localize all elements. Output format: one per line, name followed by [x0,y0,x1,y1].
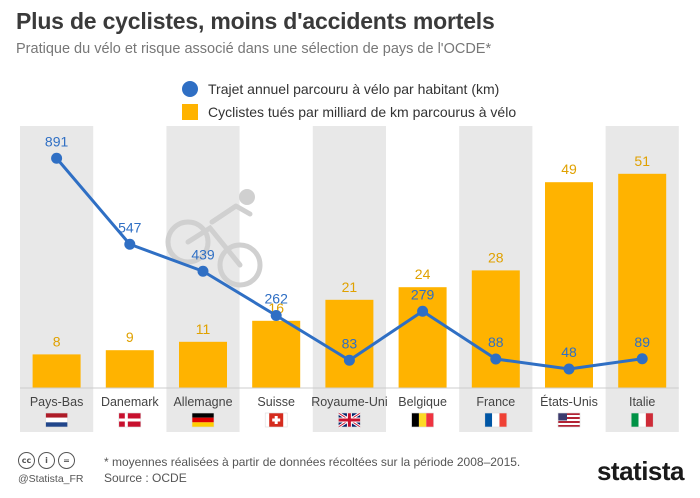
category-label: Danemark [101,395,159,409]
switzerland-flag-icon [264,412,288,428]
bar [398,287,447,388]
category-label: Allemagne [173,395,232,409]
chart-subtitle: Pratique du vélo et risque associé dans … [16,41,492,57]
author-handle: @Statista_FR [18,473,84,485]
methodology-note: * moyennes réalisées à partir de données… [104,455,521,469]
line-point [197,265,209,277]
attribution-icon: i [38,452,55,469]
bar [471,270,520,388]
bar [545,182,593,388]
cc-icon: cc [18,452,35,469]
line-value-label: 83 [342,335,358,351]
legend-line-label: Trajet annuel parcouru à vélo par habita… [208,81,500,97]
line-point [270,310,282,321]
bicycle-icon [165,189,263,288]
belgium-flag-icon [411,412,434,428]
category-label: États-Unis [540,394,598,409]
legend-dot-icon [182,81,198,97]
italy-flag-icon [630,412,654,428]
bar-value-label: 49 [561,161,577,177]
category-label: Suisse [257,395,295,409]
line-point [417,305,429,317]
bar-value-label: 11 [196,321,211,337]
bar [252,320,301,388]
footer-note: * moyennes réalisées à partir de données… [104,454,520,486]
statista-logo: statista [596,456,685,486]
line-value-label: 547 [118,219,142,235]
usa-flag-icon [557,412,581,428]
line-value-label: 48 [561,344,577,360]
legend-item-line: Trajet annuel parcouru à vélo par habita… [182,78,516,100]
bar [325,299,374,388]
line-value-label: 262 [265,291,289,307]
bar-value-label: 51 [634,153,650,169]
bar [618,173,667,388]
france-flag-icon [484,412,508,428]
bar-value-label: 9 [126,329,134,345]
line-value-label: 439 [191,246,215,262]
bar [179,341,227,388]
legend-square-icon [182,104,198,120]
bar [105,350,154,388]
category-label: Italie [629,395,655,409]
line-point [563,363,575,375]
denmark-flag-icon [118,412,142,428]
bar-value-label: 24 [415,266,431,282]
line-point [124,238,136,250]
bar-value-label: 21 [342,279,358,295]
line-value-label: 279 [411,286,435,302]
line-value-label: 891 [45,133,69,149]
category-label: Pays-Bas [30,395,84,409]
bar [32,354,81,388]
legend-item-bar: Cyclistes tués par milliard de km parcou… [182,101,516,123]
uk-flag-icon [337,411,362,429]
no-derivatives-icon: = [58,452,75,469]
netherlands-flag-icon [45,412,68,428]
category-label: Royaume-Uni [311,395,387,409]
license-icons: cc i = [18,452,75,469]
legend: Trajet annuel parcouru à vélo par habita… [182,78,516,124]
bar-value-label: 28 [488,249,504,265]
x-axis: Pays-Bas Danemark Allemagne Suisse Royaume-U… [20,387,679,429]
line-value-label: 89 [634,334,650,350]
category-label: Belgique [398,395,447,409]
bar-value-label: 8 [53,333,61,349]
line-point [343,354,355,366]
germany-flag-icon [191,412,215,428]
line-value-label: 88 [488,334,504,350]
chart-title: Plus de cyclistes, moins d'accidents mor… [16,8,495,34]
line-point [636,353,648,365]
category-label: France [476,395,515,409]
line-point [51,152,63,164]
line-point [490,353,502,365]
legend-bar-label: Cyclistes tués par milliard de km parcou… [208,104,517,120]
source-note: Source : OCDE [104,471,187,485]
